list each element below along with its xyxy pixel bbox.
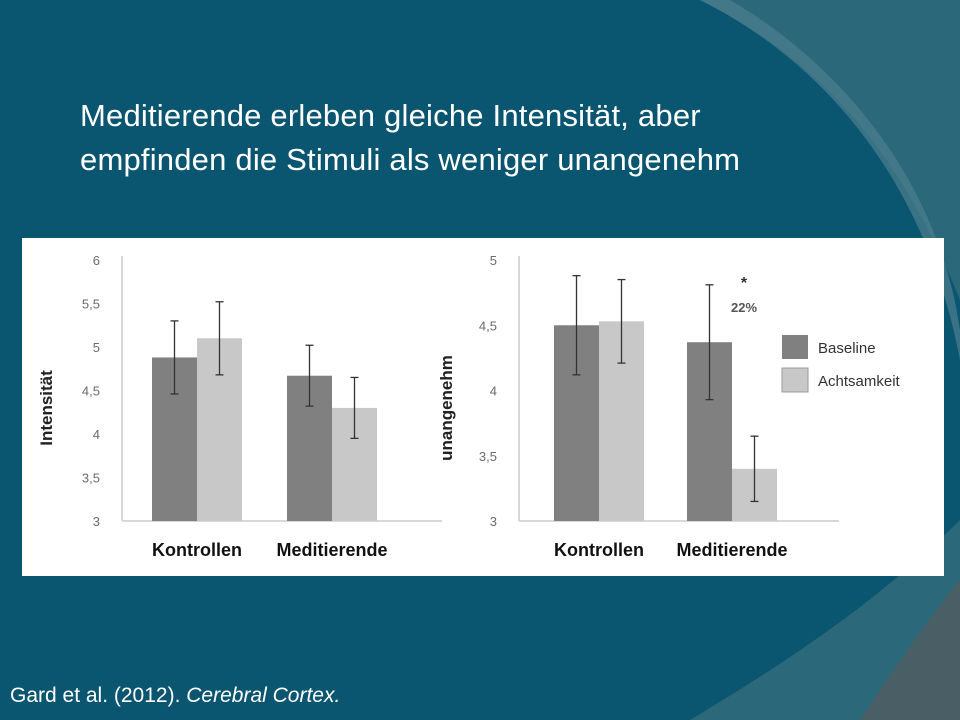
category-label: Meditierende (676, 540, 787, 560)
y-axis-label: unangenehm (437, 355, 456, 461)
category-label: Meditierende (276, 540, 387, 560)
y-tick-label: 4 (490, 384, 497, 399)
slide-title: Meditierende erleben gleiche Intensität,… (80, 94, 880, 182)
chart-1: 3 3,5 4 4,5 5 5,5 6 Intensität Kontrollen Meditie… (37, 253, 442, 560)
bar-charts: 3 3,5 4 4,5 5 5,5 6 Intensität Kontrollen Meditie… (37, 253, 901, 560)
y-tick-label: 5 (490, 253, 497, 268)
error-bar (170, 320, 179, 395)
y-tick-label: 5,5 (82, 297, 100, 312)
title-line-2: empfinden die Stimuli als weniger unange… (80, 142, 741, 177)
category-label: Kontrollen (554, 540, 644, 560)
category-label: Kontrollen (152, 540, 242, 560)
error-bar (215, 301, 224, 376)
citation-journal: Cerebral Cortex. (186, 684, 341, 707)
legend-label-baseline: Baseline (818, 340, 876, 357)
legend-swatch-achtsamkeit (781, 367, 809, 393)
title-line-1: Meditierende erleben gleiche Intensität,… (80, 98, 701, 133)
error-bar (750, 435, 759, 503)
citation: Gard et al. (2012). Cerebral Cortex. (10, 684, 340, 708)
y-tick-label: 3 (93, 514, 100, 529)
error-bar (705, 284, 714, 401)
error-bar (617, 278, 626, 364)
y-tick-label: 5 (93, 340, 100, 355)
legend: Baseline Achtsamkeit (781, 335, 901, 393)
charts-panel: 3 3,5 4 4,5 5 5,5 6 Intensität Kontrollen Meditie… (22, 238, 944, 576)
y-axis-label: Intensität (37, 370, 56, 446)
y-tick-label: 3,5 (82, 471, 100, 486)
y-tick-label: 3 (490, 514, 497, 529)
annotation-percent: 22% (731, 300, 757, 315)
legend-label-achtsamkeit: Achtsamkeit (818, 373, 901, 390)
citation-authors: Gard et al. (2012). (10, 684, 187, 707)
error-bar (350, 376, 359, 440)
chart-2: 3 3,5 4 4,5 5 unangenehm Kontrollen Meditierend… (437, 253, 901, 560)
y-tick-label: 3,5 (479, 449, 497, 464)
error-bar (572, 275, 581, 376)
significance-star: * (741, 275, 748, 292)
legend-swatch-baseline (782, 335, 808, 359)
error-bar (305, 344, 314, 407)
y-tick-label: 4,5 (82, 384, 100, 399)
y-tick-label: 4,5 (479, 318, 497, 333)
y-tick-label: 6 (93, 253, 100, 268)
y-tick-label: 4 (93, 427, 100, 442)
